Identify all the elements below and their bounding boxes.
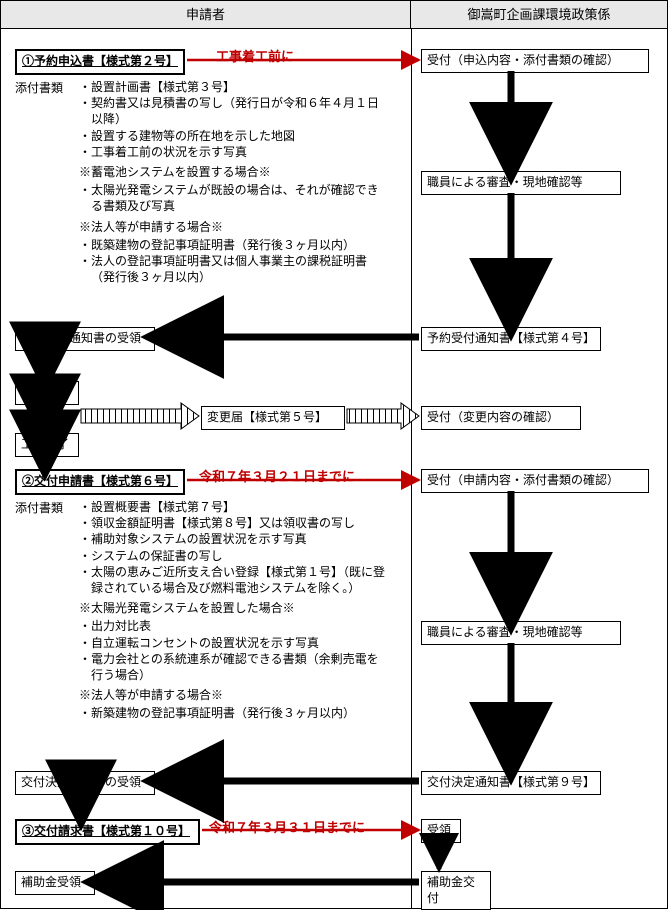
right-box-1b: 職員による審査・現地確認等 bbox=[421, 171, 621, 195]
koji-start-box: 工事着手 bbox=[15, 381, 79, 405]
hojo-recv-box: 補助金受領 bbox=[15, 871, 95, 895]
header-applicant: 申請者 bbox=[1, 1, 411, 28]
attachment-item: ・設置概要書【様式第７号】 bbox=[79, 499, 389, 515]
attachment-note: ※法人等が申請する場合※ bbox=[79, 219, 389, 235]
attachment-item: ・設置する建物等の所在地を示した地図 bbox=[79, 128, 389, 144]
right-box-3a: 受領 bbox=[421, 819, 461, 843]
step3-label: ③交付請求書【様式第１０号】 bbox=[22, 824, 190, 838]
right-box-2b: 職員による審査・現地確認等 bbox=[421, 621, 621, 645]
red-label-1: 工事着工前に bbox=[216, 46, 294, 65]
attachment-item: ・領収金額証明書【様式第８号】又は領収書の写し bbox=[79, 515, 389, 531]
kettei-recv-box: 交付決定通知書の受領 bbox=[15, 771, 155, 795]
reserve-recv-box: 予約受付通知書の受領 bbox=[15, 327, 155, 351]
right-box-3b: 補助金交付 bbox=[421, 871, 491, 910]
attach-list-1: ・設置計画書【様式第３号】・契約書又は見積書の写し（発行日が令和６年４月１日以降… bbox=[79, 79, 389, 285]
right-henkou-box: 受付（変更内容の確認） bbox=[421, 406, 581, 430]
right-box-2c: 交付決定通知書【様式第９号】 bbox=[421, 771, 601, 795]
koji-end-box: 工事完了 bbox=[15, 433, 79, 457]
attachment-item: ・契約書又は見積書の写し（発行日が令和６年４月１日以降） bbox=[79, 95, 389, 127]
header-office: 御嵩町企画課環境政策係 bbox=[411, 1, 667, 28]
attachment-item: ・工事着工前の状況を示す写真 bbox=[79, 144, 389, 160]
attachment-item: ・自立運転コンセントの設置状況を示す写真 bbox=[79, 635, 389, 651]
attachment-item: ・太陽光発電システムが既設の場合は、それが確認できる書類及び写真 bbox=[79, 182, 389, 214]
step2-label: ②交付申請書【様式第６号】 bbox=[22, 474, 178, 488]
attach-label-1: 添付書類 bbox=[15, 79, 63, 96]
attachment-item: ・既築建物の登記事項証明書（発行後３ヶ月以内） bbox=[79, 237, 389, 253]
attachment-note: ※太陽光発電システムを設置した場合※ bbox=[79, 600, 389, 616]
step1-box: ①予約申込書【様式第２号】 bbox=[15, 49, 185, 75]
red-label-2: 令和７年３月２１日までに bbox=[199, 466, 355, 485]
header-row: 申請者 御嵩町企画課環境政策係 bbox=[1, 1, 667, 29]
step3-box: ③交付請求書【様式第１０号】 bbox=[15, 819, 200, 845]
red-label-3: 令和７年３月３１日までに bbox=[209, 817, 365, 836]
attachment-item: ・システムの保証書の写し bbox=[79, 548, 389, 564]
attach-list-2: ・設置概要書【様式第７号】・領収金額証明書【様式第８号】又は領収書の写し・補助対… bbox=[79, 499, 389, 721]
step1-label: ①予約申込書【様式第２号】 bbox=[22, 54, 178, 68]
attachment-item: ・補助対象システムの設置状況を示す写真 bbox=[79, 531, 389, 547]
step2-box: ②交付申請書【様式第６号】 bbox=[15, 469, 185, 495]
right-box-1a: 受付（申込内容・添付書類の確認） bbox=[421, 49, 649, 73]
attachment-item: ・電力会社との系統連系が確認できる書類（余剰売電を行う場合） bbox=[79, 651, 389, 683]
attachment-note: ※法人等が申請する場合※ bbox=[79, 687, 389, 703]
right-box-2a: 受付（申請内容・添付書類の確認） bbox=[421, 469, 649, 493]
henkou-box: 変更届【様式第５号】 bbox=[201, 406, 345, 430]
attach-label-2: 添付書類 bbox=[15, 499, 63, 516]
attachment-item: ・法人の登記事項証明書又は個人事業主の課税証明書（発行後３ヶ月以内） bbox=[79, 253, 389, 285]
attachment-item: ・出力対比表 bbox=[79, 618, 389, 634]
attachment-note: ※蓄電池システムを設置する場合※ bbox=[79, 164, 389, 180]
right-box-1c: 予約受付通知書【様式第４号】 bbox=[421, 327, 601, 351]
attachment-item: ・太陽の恵みご近所支え合い登録【様式第１号】（既に登録されている場合及び燃料電池… bbox=[79, 564, 389, 596]
attachment-item: ・新築建物の登記事項証明書（発行後３ヶ月以内） bbox=[79, 705, 389, 721]
column-divider bbox=[411, 29, 412, 908]
attachment-item: ・設置計画書【様式第３号】 bbox=[79, 79, 389, 95]
